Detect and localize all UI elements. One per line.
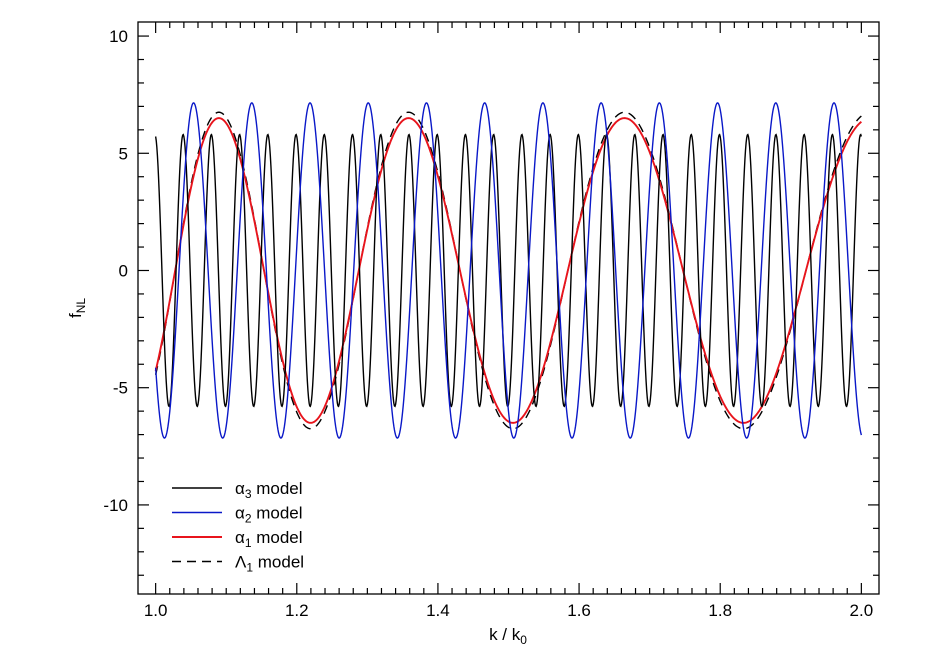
tick-labels: 1.0 1.2 1.4 1.6 1.8 2.0 -10 -5 0 5 10 xyxy=(103,27,873,620)
x-axis-label: k / k0 xyxy=(489,625,527,647)
legend-label-2: α2 model xyxy=(235,504,303,526)
series-line-4 xyxy=(154,111,862,430)
legend-label-1: α3 model xyxy=(235,479,303,501)
x-tick-label: 1.6 xyxy=(567,601,591,620)
series-line-3 xyxy=(154,117,862,424)
y-tick-label: 10 xyxy=(109,27,128,46)
series-layer xyxy=(154,102,863,439)
y-tick-label: -10 xyxy=(103,496,128,515)
series-line-2 xyxy=(154,102,863,439)
y-tick-label: 0 xyxy=(119,261,128,280)
x-tick-label: 1.2 xyxy=(285,601,309,620)
legend-label-3: α1 model xyxy=(235,528,303,550)
y-tick-label: 5 xyxy=(119,144,128,163)
x-tick-label: 2.0 xyxy=(850,601,874,620)
x-tick-label: 1.8 xyxy=(708,601,732,620)
y-axis-label: fNL xyxy=(66,298,88,318)
x-tick-label: 1.4 xyxy=(426,601,450,620)
y-tick-label: -5 xyxy=(113,379,128,398)
x-tick-label: 1.0 xyxy=(144,601,168,620)
ticks-layer xyxy=(138,22,879,594)
legend-label-4: Λ1 model xyxy=(235,553,304,575)
